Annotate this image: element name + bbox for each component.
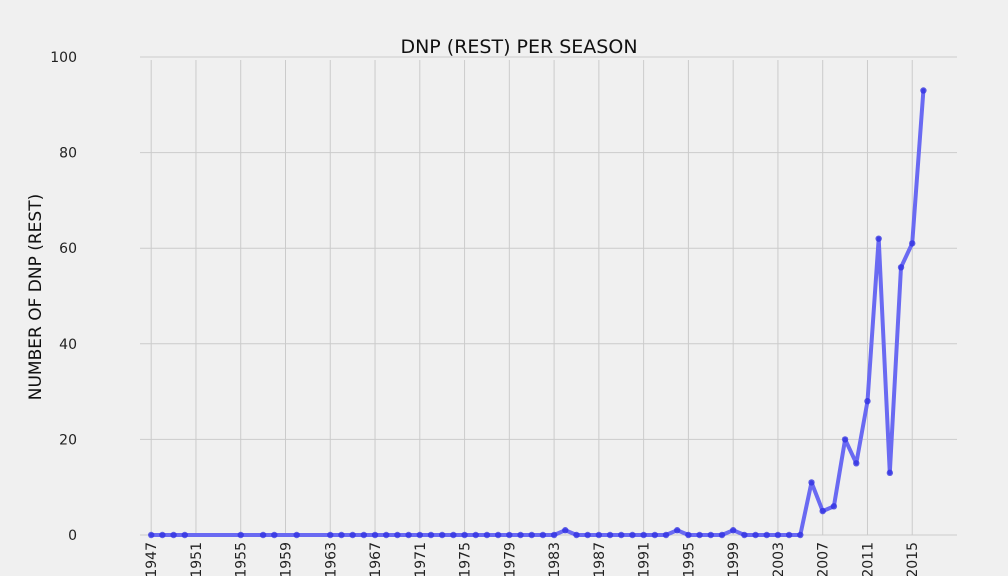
data-point <box>349 531 356 539</box>
chart-title: DNP (REST) PER SEASON <box>400 36 637 58</box>
x-tick-label: 1995 <box>681 542 697 576</box>
data-point <box>674 527 681 534</box>
x-tick-label: 1959 <box>278 542 294 576</box>
x-tick-label: 2011 <box>860 542 876 576</box>
data-point <box>271 531 278 539</box>
data-point <box>774 531 782 539</box>
data-point <box>606 531 614 539</box>
data-point <box>595 531 603 539</box>
data-point <box>662 531 670 539</box>
data-point <box>506 531 513 539</box>
y-tick-label: 60 <box>59 241 77 257</box>
data-point <box>718 531 726 539</box>
y-tick-labels: 0 20 40 60 80 100 <box>50 50 77 544</box>
data-point <box>785 531 793 539</box>
data-point <box>763 531 770 539</box>
x-tick-label: 1983 <box>547 542 563 576</box>
x-tick-label: 1975 <box>458 542 474 576</box>
data-point <box>853 460 860 467</box>
data-point <box>573 531 580 539</box>
x-tick-label: 2015 <box>905 542 921 576</box>
data-point <box>438 531 446 539</box>
data-point <box>483 531 491 539</box>
series <box>147 87 927 539</box>
x-tick-label: 1987 <box>592 542 608 576</box>
data-point <box>752 531 759 539</box>
data-point <box>517 531 524 539</box>
y-tick-label: 40 <box>59 337 77 353</box>
data-point <box>394 531 401 539</box>
x-tick-label: 2003 <box>771 542 787 576</box>
data-point <box>293 531 300 539</box>
data-point <box>416 531 423 539</box>
data-point <box>461 531 468 539</box>
data-point <box>897 264 905 271</box>
y-tick-label: 100 <box>50 50 77 66</box>
x-tick-label: 1947 <box>144 542 160 576</box>
data-point <box>864 397 871 405</box>
data-point <box>181 531 188 539</box>
data-point <box>685 531 692 539</box>
x-tick-label: 1979 <box>502 542 518 576</box>
data-point <box>450 531 457 539</box>
x-tick-label: 1971 <box>413 542 429 576</box>
data-point <box>808 479 815 486</box>
data-point <box>539 531 547 539</box>
x-tick-labels: 1947 1951 1955 1959 1963 1967 1971 1975 1979 1983… <box>144 542 921 576</box>
data-point <box>819 507 826 515</box>
data-point <box>886 469 894 477</box>
x-tick-label: 1963 <box>323 542 339 576</box>
data-point <box>797 531 804 539</box>
data-point <box>494 531 502 539</box>
data-point <box>528 531 535 539</box>
data-point <box>920 87 927 94</box>
data-point <box>550 531 558 539</box>
x-tick-label: 1951 <box>189 542 205 576</box>
data-point <box>696 531 703 539</box>
data-point <box>651 531 659 539</box>
grid <box>140 56 957 536</box>
data-point <box>629 531 636 539</box>
data-point <box>259 531 267 539</box>
y-tick-label: 20 <box>59 432 77 448</box>
data-point <box>841 436 849 443</box>
data-point <box>327 531 334 539</box>
data-point <box>562 527 569 534</box>
data-point <box>584 531 591 539</box>
data-point <box>640 531 647 539</box>
x-tick-label: 2007 <box>816 542 832 576</box>
data-point <box>427 531 435 539</box>
y-axis-label: NUMBER OF DNP (REST) <box>26 194 46 400</box>
data-point <box>338 531 345 539</box>
data-point <box>707 531 714 539</box>
x-tick-label: 1967 <box>368 542 384 576</box>
y-tick-label: 80 <box>59 146 77 162</box>
data-point <box>383 531 390 539</box>
data-point <box>147 531 155 539</box>
data-point <box>741 531 748 539</box>
data-point <box>729 527 737 534</box>
series-line <box>149 88 926 537</box>
data-point <box>360 531 368 539</box>
x-tick-label: 1991 <box>637 542 653 576</box>
x-tick-label: 1955 <box>234 542 250 576</box>
data-point <box>618 531 625 539</box>
data-point <box>830 503 838 510</box>
x-tick-label: 1999 <box>726 542 742 576</box>
data-point <box>371 531 379 539</box>
data-point <box>159 531 166 539</box>
data-point <box>237 531 244 539</box>
data-point <box>875 235 882 242</box>
data-point <box>170 531 177 539</box>
data-point <box>405 531 412 539</box>
data-point <box>472 531 479 539</box>
y-tick-label: 0 <box>68 528 77 544</box>
data-point <box>909 240 916 247</box>
